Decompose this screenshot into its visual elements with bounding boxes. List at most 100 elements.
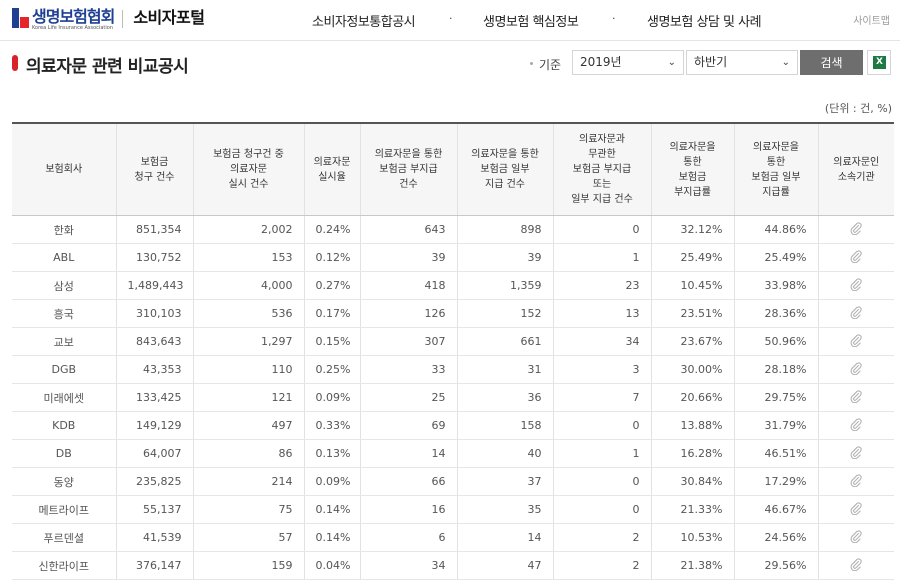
portal-name: 소비자포털 [133, 8, 205, 27]
col-header: 보험금 청구 건수 [115, 122, 193, 216]
table-row: KDB 149,129 497 0.33% 69 158 0 13.88% 31.79% [12, 411, 894, 440]
value-cell: 20.66% [650, 383, 734, 412]
value-cell: 13 [552, 299, 651, 328]
paperclip-icon[interactable] [817, 215, 894, 244]
company-cell: 삼성 [12, 271, 116, 300]
value-cell: 23.51% [650, 299, 734, 328]
title-row: 의료자문 관련 비교공시 기준 2019년 ⌄ 하반기 ⌄ 검색 X [0, 41, 900, 87]
paperclip-icon[interactable] [817, 411, 894, 440]
table-row: DB 64,007 86 0.13% 14 40 1 16.28% 46.51% [12, 439, 894, 468]
company-cell: ABL [12, 243, 116, 272]
table-row: 동양 235,825 214 0.09% 66 37 0 30.84% 17.29% [12, 467, 894, 496]
value-cell: 36 [456, 383, 553, 412]
value-cell: 28.36% [733, 299, 818, 328]
value-cell: 34 [552, 327, 651, 356]
value-cell: 0.24% [303, 215, 360, 244]
value-cell: 29.75% [733, 383, 818, 412]
value-cell: 0.17% [303, 299, 360, 328]
paperclip-icon[interactable] [817, 383, 894, 412]
paperclip-icon[interactable] [817, 327, 894, 356]
value-cell: 25 [359, 383, 457, 412]
value-cell: 14 [456, 523, 553, 552]
nav-item-consultation[interactable]: 생명보험 상담 및 사례 [647, 15, 762, 30]
nav-separator: · [612, 12, 616, 25]
value-cell: 23.67% [650, 327, 734, 356]
paperclip-icon[interactable] [817, 439, 894, 468]
nav-item-core-info[interactable]: 생명보험 핵심정보 [483, 15, 579, 30]
table-row: DGB 43,353 110 0.25% 33 31 3 30.00% 28.18% [12, 355, 894, 384]
sitemap-link[interactable]: 사이트맵 [853, 16, 890, 27]
paperclip-icon[interactable] [817, 299, 894, 328]
paperclip-icon[interactable] [817, 467, 894, 496]
value-cell: 3 [552, 355, 651, 384]
company-cell: 동양 [12, 467, 116, 496]
table-row: 미래에셋 133,425 121 0.09% 25 36 7 20.66% 29.75% [12, 383, 894, 412]
company-cell: 신한라이프 [12, 551, 116, 580]
value-cell: 0.14% [303, 495, 360, 524]
value-cell: 39 [456, 243, 553, 272]
company-cell: 한화 [12, 215, 116, 244]
excel-icon: X [873, 56, 886, 69]
value-cell: 33.98% [733, 271, 818, 300]
year-select[interactable]: 2019년 ⌄ [572, 50, 684, 75]
half-select[interactable]: 하반기 ⌄ [686, 50, 798, 75]
page-title: 의료자문 관련 비교공시 [26, 57, 189, 77]
value-cell: 43,353 [115, 355, 193, 384]
value-cell: 16.28% [650, 439, 734, 468]
col-header: 의료자문을 통한 보험금 일부 지급 건수 [456, 122, 553, 216]
value-cell: 34 [359, 551, 457, 580]
value-cell: 44.86% [733, 215, 818, 244]
chevron-down-icon: ⌄ [781, 57, 790, 68]
col-header: 의료자문인 소속기관 [817, 122, 894, 216]
nav-item-disclosure[interactable]: 소비자정보통합공시 [312, 15, 416, 30]
table-row: 흥국 310,103 536 0.17% 126 152 13 23.51% 28.36% [12, 299, 894, 328]
half-select-value: 하반기 [694, 55, 728, 69]
company-cell: 미래에셋 [12, 383, 116, 412]
col-header: 보험금 청구건 중 의료자문 실시 건수 [192, 122, 304, 216]
value-cell: 536 [192, 299, 304, 328]
value-cell: 152 [456, 299, 553, 328]
table-row: 한화 851,354 2,002 0.24% 643 898 0 32.12% 44.86% [12, 215, 894, 244]
search-button[interactable]: 검색 [800, 50, 863, 75]
excel-download-button[interactable]: X [867, 50, 891, 75]
value-cell: 4,000 [192, 271, 304, 300]
value-cell: 31 [456, 355, 553, 384]
company-cell: 푸르덴셜 [12, 523, 116, 552]
value-cell: 159 [192, 551, 304, 580]
value-cell: 643 [359, 215, 457, 244]
value-cell: 1,297 [192, 327, 304, 356]
nav-separator: · [449, 12, 453, 25]
col-header: 의료자문을 통한 보험금 부지급률 [650, 122, 734, 216]
value-cell: 66 [359, 467, 457, 496]
value-cell: 0 [552, 467, 651, 496]
value-cell: 6 [359, 523, 457, 552]
value-cell: 13.88% [650, 411, 734, 440]
top-bar: 생명보험협회 Korea Life Insurance Association … [0, 0, 900, 41]
value-cell: 10.45% [650, 271, 734, 300]
value-cell: 75 [192, 495, 304, 524]
paperclip-icon[interactable] [817, 523, 894, 552]
logo-english-name: Korea Life Insurance Association [32, 25, 113, 31]
value-cell: 57 [192, 523, 304, 552]
col-header: 의료자문을 통한 보험금 일부 지급률 [733, 122, 818, 216]
paperclip-icon[interactable] [817, 271, 894, 300]
value-cell: 0.09% [303, 467, 360, 496]
value-cell: 0.27% [303, 271, 360, 300]
logo[interactable]: 생명보험협회 Korea Life Insurance Association … [12, 8, 205, 31]
value-cell: 843,643 [115, 327, 193, 356]
company-cell: DGB [12, 355, 116, 384]
value-cell: 16 [359, 495, 457, 524]
value-cell: 1,489,443 [115, 271, 193, 300]
table-row: ABL 130,752 153 0.12% 39 39 1 25.49% 25.49% [12, 243, 894, 272]
value-cell: 55,137 [115, 495, 193, 524]
paperclip-icon[interactable] [817, 551, 894, 580]
value-cell: 307 [359, 327, 457, 356]
paperclip-icon[interactable] [817, 355, 894, 384]
paperclip-icon[interactable] [817, 495, 894, 524]
company-cell: KDB [12, 411, 116, 440]
value-cell: 17.29% [733, 467, 818, 496]
paperclip-icon[interactable] [817, 243, 894, 272]
value-cell: 126 [359, 299, 457, 328]
value-cell: 69 [359, 411, 457, 440]
value-cell: 35 [456, 495, 553, 524]
